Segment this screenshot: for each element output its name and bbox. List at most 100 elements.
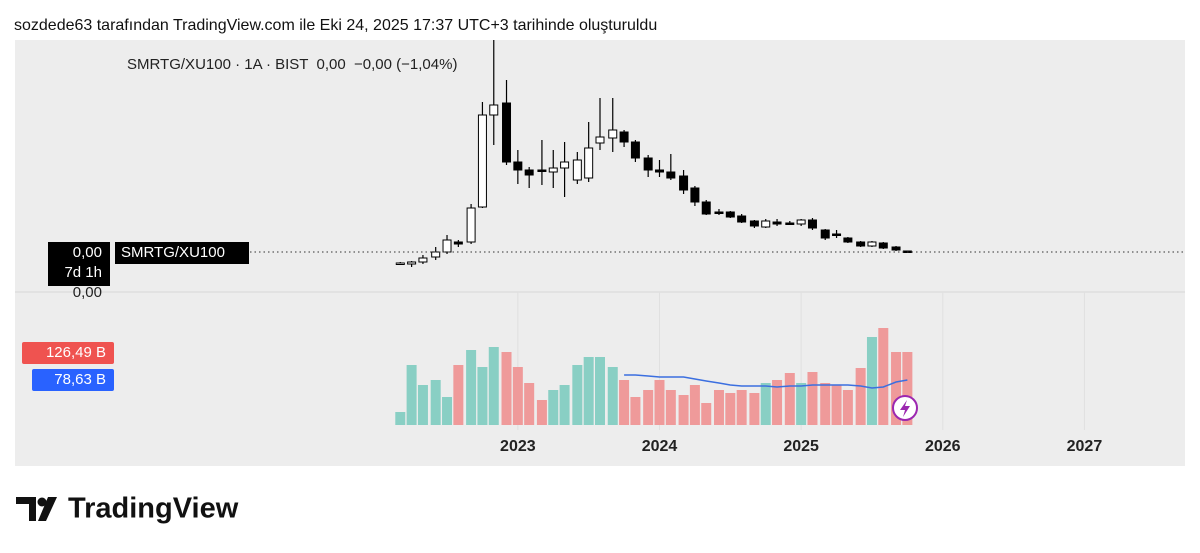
volume-bar — [453, 365, 464, 425]
candle-body — [796, 219, 806, 225]
legend: SMRTG/XU100 · 1A · BIST 0,00 −0,00 (−1,0… — [127, 56, 457, 73]
volume-bar — [477, 367, 488, 425]
volume-badge — [22, 342, 114, 364]
volume-bar — [395, 412, 406, 425]
volume-bar — [442, 397, 453, 425]
candle-body — [453, 241, 463, 245]
volume-bar — [902, 352, 913, 425]
x-tick-label: 2026 — [925, 438, 961, 455]
candle-body — [502, 102, 512, 163]
candle-body — [489, 104, 499, 116]
volume-bar — [689, 385, 700, 425]
volume-bar — [866, 337, 877, 425]
candle-body — [548, 167, 558, 173]
logo-dot — [37, 497, 47, 507]
candle-body — [807, 219, 817, 229]
candle-body — [630, 141, 640, 159]
volume-bar — [891, 352, 902, 425]
ma-label: 78,63 B — [54, 371, 106, 388]
volume-bar — [583, 357, 594, 425]
volume-bar — [417, 385, 428, 425]
candle-body — [608, 129, 618, 139]
icon-bolt — [900, 400, 910, 417]
volume-bar — [760, 383, 771, 425]
volume-bar — [878, 328, 889, 425]
volume-bar — [572, 365, 583, 425]
x-tick-label: 2023 — [500, 438, 536, 455]
volume-bar — [536, 400, 547, 425]
volume-bar — [842, 390, 853, 425]
volume-bar — [831, 385, 842, 425]
x-tick-label: 2027 — [1067, 438, 1103, 455]
candle-body — [395, 262, 405, 265]
volume-bar — [784, 373, 795, 425]
volume-bar — [619, 380, 630, 425]
candle-body — [878, 242, 888, 249]
candle-body — [843, 237, 853, 243]
axis-label: 0,00 — [73, 284, 102, 301]
candle-body — [524, 169, 534, 176]
candle-body — [690, 187, 700, 203]
candle-body — [513, 161, 523, 171]
volume-bar — [466, 350, 477, 425]
volume-bar — [501, 352, 512, 425]
volume-label: 126,49 B — [46, 344, 106, 361]
candle-body — [654, 169, 664, 173]
candle-body — [407, 261, 417, 265]
volume-ma-line — [624, 374, 908, 389]
candle-body — [466, 207, 476, 243]
symbol-label: SMRTG/XU100 — [121, 244, 225, 261]
volume-bar — [796, 383, 807, 425]
lightning-icon[interactable] — [892, 395, 918, 421]
volume-bar — [607, 367, 618, 425]
candle-body — [442, 239, 452, 253]
candle-body — [431, 251, 441, 258]
volume-bar — [406, 365, 417, 425]
candle-body — [619, 131, 629, 143]
volume-bar — [701, 403, 712, 425]
candle-body — [537, 169, 547, 172]
volume-bar — [654, 380, 665, 425]
header: sozdede63 tarafından TradingView.com ile… — [14, 17, 657, 34]
logo: TradingView — [16, 493, 239, 525]
candle-body — [725, 211, 735, 218]
candle-body — [584, 147, 594, 179]
logo-mark — [16, 497, 57, 521]
candle-body — [749, 220, 759, 227]
candle-body — [560, 161, 570, 169]
candle-body — [820, 229, 830, 239]
volume-bar — [713, 390, 724, 425]
candle-body — [643, 157, 653, 171]
candle-body — [761, 220, 771, 228]
countdown: 7d 1h — [64, 264, 102, 281]
volume-bar — [630, 397, 641, 425]
volume-bar — [512, 367, 523, 425]
candle-body — [714, 211, 724, 214]
volume-bar — [749, 393, 760, 425]
volume-bar — [430, 380, 441, 425]
candle-body — [737, 215, 747, 223]
volume-bar — [559, 385, 570, 425]
volume-bar — [678, 395, 689, 425]
candle-body — [595, 136, 605, 144]
volume-bar — [807, 372, 818, 425]
candle-body — [867, 241, 877, 247]
volume-bar — [772, 380, 783, 425]
volume-bar — [595, 357, 605, 425]
x-tick-label: 2025 — [783, 438, 819, 455]
x-tick-label: 2024 — [642, 438, 678, 455]
candle-body — [679, 175, 689, 191]
volume-bar — [548, 390, 559, 425]
volume-bar — [643, 390, 654, 425]
logo-text: TradingView — [68, 493, 239, 525]
plot: 2023 2024 2025 2026 2027 — [250, 40, 1185, 455]
price-badge — [48, 242, 110, 286]
candle-body — [832, 233, 842, 236]
volume-bar — [488, 347, 499, 425]
volume-bar — [820, 383, 831, 425]
ma-badge — [32, 369, 114, 391]
price-label: 0,00 — [73, 244, 102, 261]
candle-body — [572, 159, 582, 181]
symbol-badge — [115, 242, 249, 264]
